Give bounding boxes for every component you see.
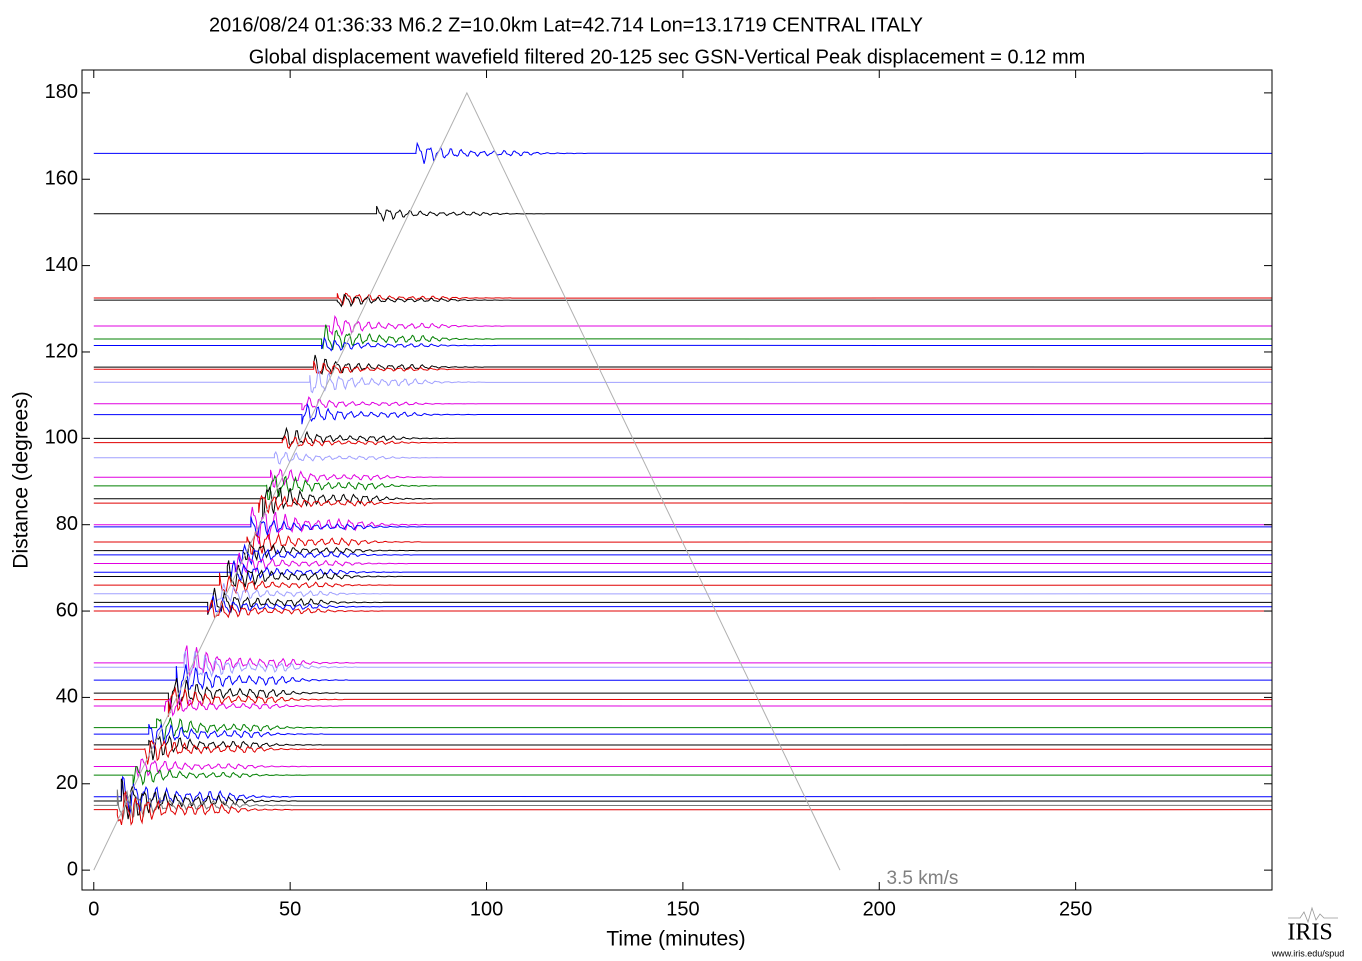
plot-area: 3.5 km/s 0 50 100 150 200 250 0 20 40 60 80 100 120 14…: [45, 69, 1273, 920]
trace: [93, 587, 1272, 615]
trace: [93, 686, 1272, 717]
trace: [93, 790, 1272, 826]
y-tick-label: 140: [45, 254, 78, 276]
trace: [93, 531, 1272, 556]
plot-frame: [81, 69, 1273, 891]
y-tick-label: 60: [56, 599, 78, 621]
trace: [93, 778, 1272, 820]
trace: [93, 645, 1272, 677]
trace: [93, 468, 1272, 488]
trace: [93, 435, 1272, 450]
trace: [93, 474, 1272, 501]
trace: [93, 141, 1272, 164]
logo-text: IRIS: [1287, 920, 1332, 946]
trace: [93, 664, 1272, 699]
trace: [93, 543, 1272, 566]
logo-wiggle: [1288, 906, 1338, 924]
trace: [93, 595, 1272, 615]
x-tick-label: 100: [470, 898, 503, 920]
logo: IRIS www.iris.edu/spud: [1271, 906, 1345, 958]
chart-title: 2016/08/24 01:36:33 M6.2 Z=10.0km Lat=42…: [209, 14, 923, 36]
trace: [93, 293, 1272, 308]
trace: [93, 599, 1272, 619]
trace: [93, 516, 1272, 538]
trace: [93, 560, 1272, 588]
y-tick-label: 100: [45, 427, 78, 449]
y-tick-label: 160: [45, 168, 78, 190]
y-tick-label: 80: [56, 513, 78, 535]
trace: [93, 426, 1272, 448]
trace: [93, 354, 1272, 376]
reference-line: [93, 91, 841, 871]
trace: [93, 560, 1272, 582]
y-tick-label: 20: [56, 772, 78, 794]
y-tick-label: 180: [45, 81, 78, 103]
trace: [93, 789, 1272, 820]
trace: [93, 451, 1272, 465]
trace: [93, 650, 1272, 684]
reference-line-label: 3.5 km/s: [887, 868, 959, 889]
trace: [93, 552, 1272, 574]
trace: [93, 336, 1272, 352]
y-tick-label: 0: [67, 858, 78, 880]
trace: [93, 717, 1272, 742]
x-tick-label: 250: [1059, 898, 1092, 920]
y-tick-label: 120: [45, 340, 78, 362]
trace: [93, 360, 1272, 375]
trace: [93, 396, 1272, 411]
trace: [93, 314, 1272, 337]
trace: [93, 677, 1272, 714]
trace: [93, 758, 1272, 778]
trace: [93, 583, 1272, 603]
x-tick-label: 50: [279, 898, 301, 920]
x-tick-label: 200: [863, 898, 896, 920]
x-tick-label: 150: [666, 898, 699, 920]
trace: [93, 324, 1272, 351]
trace: [93, 494, 1272, 514]
x-axis-label: Time (minutes): [606, 928, 745, 951]
trace: [93, 292, 1272, 306]
trace: [93, 540, 1272, 562]
trace: [93, 572, 1272, 595]
trace: [93, 205, 1272, 223]
trace: [93, 723, 1272, 749]
logo-url: www.iris.edu/spud: [1271, 948, 1345, 958]
trace: [93, 368, 1272, 394]
x-tick-label: 0: [88, 898, 99, 920]
y-axis-label: Distance (degrees): [10, 391, 33, 568]
chart-subtitle: Global displacement wavefield filtered 2…: [249, 46, 1086, 68]
traces: [93, 141, 1272, 826]
trace: [93, 696, 1272, 717]
trace: [93, 739, 1272, 765]
y-tick-label: 40: [56, 686, 78, 708]
trace: [93, 766, 1272, 786]
trace: [93, 402, 1272, 425]
